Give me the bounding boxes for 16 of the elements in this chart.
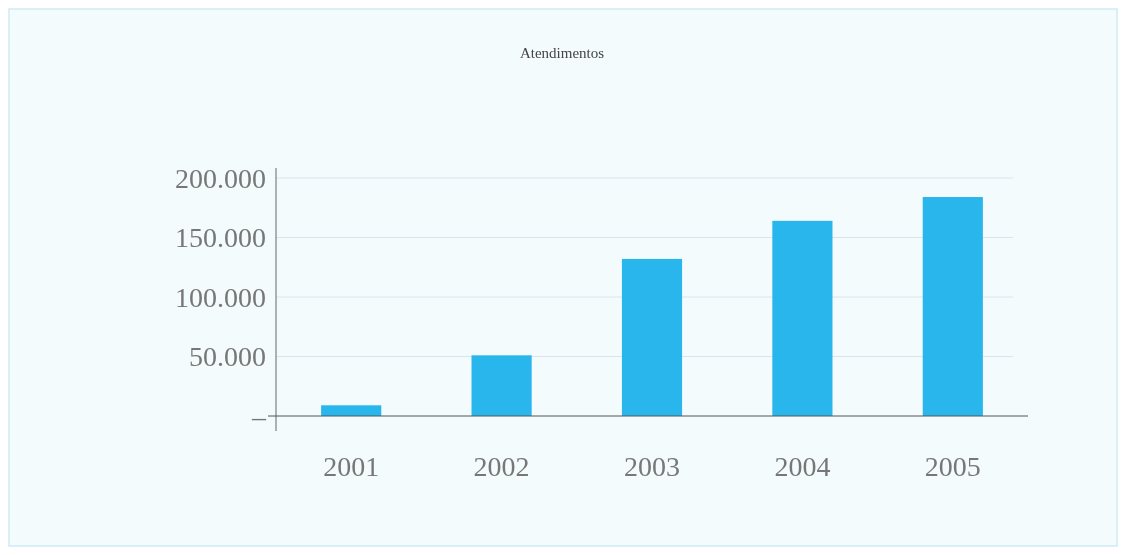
y-tick-label: 150.000 — [175, 222, 266, 254]
x-tick-label: 2005 — [924, 451, 981, 482]
y-tick-label: 200.000 — [175, 162, 266, 194]
bar — [772, 220, 833, 416]
x-tick-label: 2001 — [323, 451, 380, 482]
bar — [922, 197, 983, 416]
bar — [621, 258, 683, 416]
y-tick-label: 100.000 — [175, 281, 266, 313]
bar — [471, 355, 532, 416]
bar — [321, 405, 382, 416]
y-tick-label: – — [251, 400, 267, 432]
x-tick-label: 2002 — [473, 451, 530, 482]
y-tick-label: 50.000 — [189, 341, 266, 373]
x-tick-label: 2003 — [624, 451, 680, 482]
chart-title: Atendimentos — [519, 45, 605, 61]
x-tick-label: 2004 — [774, 451, 831, 482]
